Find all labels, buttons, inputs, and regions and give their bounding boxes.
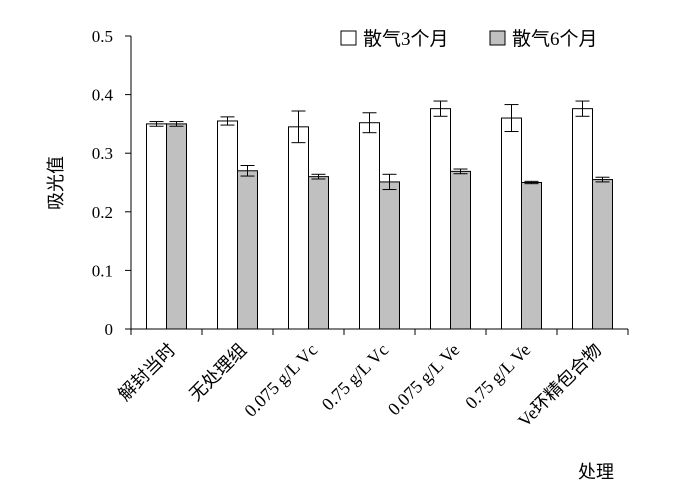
error-bars (149, 100, 610, 191)
y-tick-label: 0.1 (92, 261, 113, 280)
x-tick-label: 解封当时 (114, 340, 179, 405)
x-tick-label: 0.75 g/L Ve (461, 340, 534, 413)
bar-series-2 (237, 170, 258, 330)
legend-label-series-2: 散气6个月 (512, 28, 598, 50)
bar-series-2 (379, 181, 400, 330)
x-tick-label: 0.075 g/L Vc (240, 340, 321, 421)
bar-series-2 (308, 176, 329, 330)
bar-series-1 (146, 123, 167, 330)
bar-series-2 (592, 179, 613, 330)
x-tick-label: 0.075 g/L Ve (384, 340, 464, 420)
legend: 散气3个月 散气6个月 (340, 28, 598, 50)
y-tick-label: 0 (105, 320, 114, 339)
bars (146, 108, 613, 330)
bar-series-1 (359, 122, 380, 330)
bar-series-1 (288, 126, 309, 330)
y-tick-label: 0.5 (92, 27, 113, 46)
legend-swatch-series-2 (489, 30, 506, 46)
bar-series-1 (430, 108, 451, 330)
bar-series-1 (217, 120, 238, 330)
bar-series-2 (166, 123, 187, 330)
bar-series-1 (501, 117, 522, 330)
bar-series-1 (572, 108, 593, 330)
bar-series-2 (521, 182, 542, 330)
y-tick-label: 0.3 (92, 144, 113, 163)
y-axis-label: 吸光值 (46, 156, 66, 210)
legend-swatch-series-1 (340, 30, 357, 46)
y-tick-label: 0.2 (92, 203, 113, 222)
x-tick-label: 无处理组 (185, 340, 250, 405)
x-axis-label: 处理 (578, 462, 614, 482)
legend-label-series-1: 散气3个月 (363, 28, 449, 50)
x-tick-label: 0.75 g/L Vc (318, 340, 393, 415)
bar-series-2 (450, 170, 471, 330)
y-tick-label: 0.4 (92, 86, 114, 105)
